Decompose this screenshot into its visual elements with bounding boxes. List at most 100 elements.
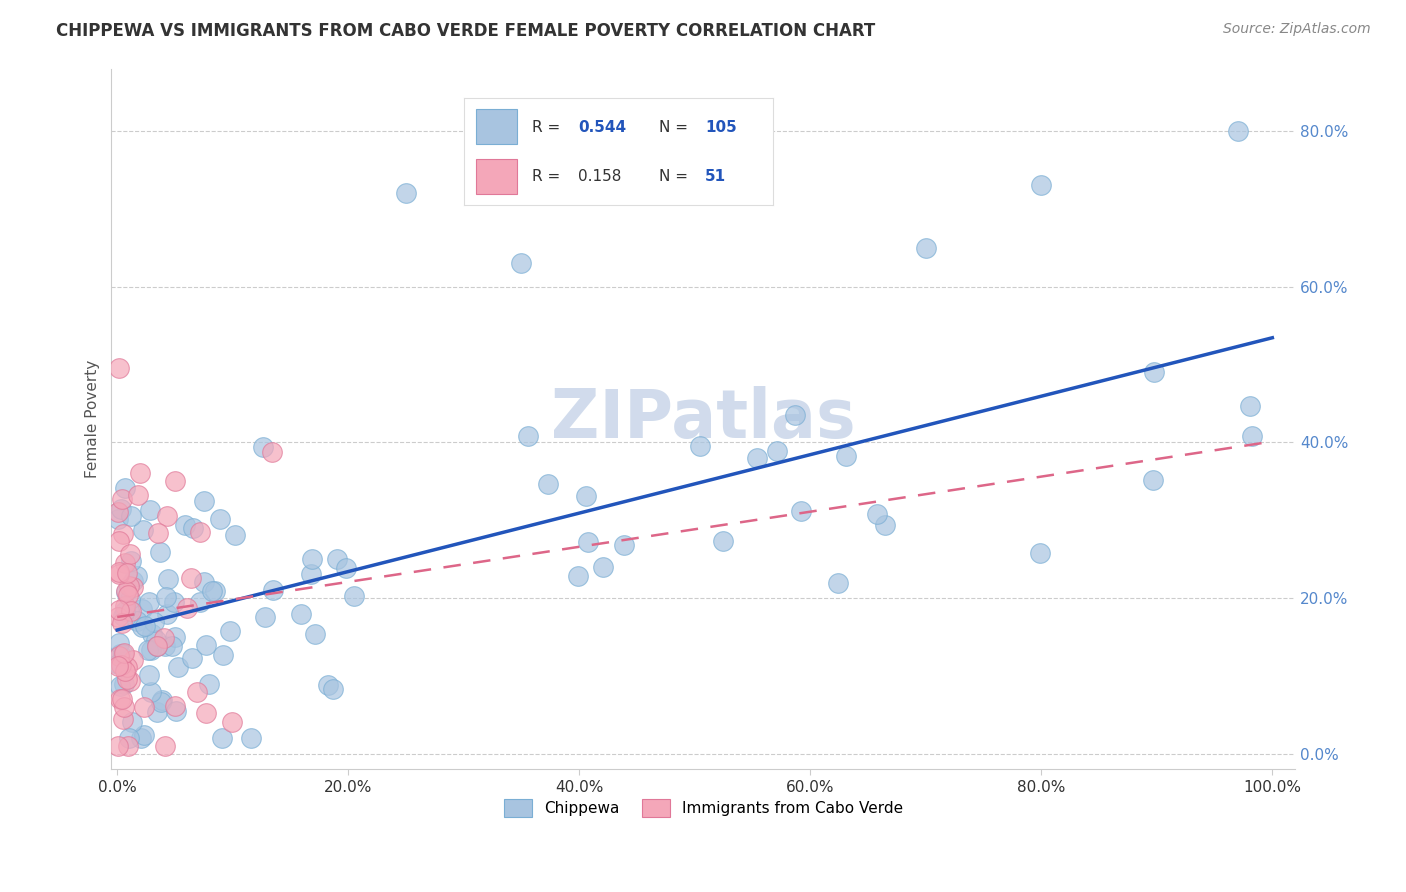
Point: [1029, 546, 1052, 560]
Point: [163, 595, 186, 609]
Point: [204, 584, 226, 599]
Text: Source: ZipAtlas.com: Source: ZipAtlas.com: [1223, 22, 1371, 37]
Point: [111, 492, 134, 507]
Point: [153, 631, 176, 645]
Point: [167, 660, 190, 674]
Point: [125, 569, 148, 583]
Point: [114, 646, 136, 660]
Point: [211, 731, 233, 746]
Point: [117, 739, 139, 753]
Point: [316, 678, 339, 692]
Point: [145, 632, 167, 647]
Point: [711, 533, 734, 548]
Point: [325, 552, 347, 566]
Point: [121, 580, 143, 594]
Point: [138, 595, 160, 609]
Point: [107, 657, 129, 671]
Point: [1031, 178, 1053, 193]
Point: [131, 620, 153, 634]
FancyBboxPatch shape: [477, 109, 516, 145]
Point: [689, 439, 711, 453]
Point: [765, 444, 787, 458]
Point: [395, 186, 418, 200]
Point: [146, 525, 169, 540]
Point: [592, 559, 614, 574]
Point: [165, 630, 187, 644]
Point: [157, 572, 180, 586]
Point: [160, 639, 183, 653]
Text: N =: N =: [659, 120, 688, 135]
Point: [131, 601, 153, 615]
Point: [118, 603, 141, 617]
Point: [262, 582, 284, 597]
Point: [194, 638, 217, 652]
Point: [835, 449, 858, 463]
Point: [253, 610, 276, 624]
Point: [138, 642, 160, 657]
Point: [153, 640, 176, 654]
Point: [114, 481, 136, 495]
Point: [212, 648, 235, 662]
Point: [181, 521, 204, 535]
Text: 51: 51: [706, 169, 727, 184]
Point: [156, 508, 179, 523]
Point: [112, 700, 135, 714]
Point: [141, 626, 163, 640]
Text: N =: N =: [659, 169, 688, 184]
Point: [112, 647, 135, 661]
Point: [121, 714, 143, 729]
Point: [108, 636, 131, 650]
Point: [111, 608, 134, 623]
Point: [745, 451, 768, 466]
Point: [108, 567, 131, 582]
Point: [575, 489, 598, 503]
Point: [129, 731, 152, 746]
Point: [138, 668, 160, 682]
Point: [142, 615, 165, 630]
Point: [110, 658, 132, 673]
Point: [176, 600, 198, 615]
Point: [224, 528, 246, 542]
FancyBboxPatch shape: [477, 159, 516, 194]
Point: [127, 614, 149, 628]
Point: [221, 714, 243, 729]
Point: [110, 501, 132, 516]
Point: [201, 584, 224, 599]
Point: [107, 360, 129, 375]
Point: [188, 524, 211, 539]
Point: [149, 695, 172, 709]
Point: [134, 728, 156, 742]
Point: [576, 534, 599, 549]
Text: 105: 105: [706, 120, 737, 135]
Point: [1239, 399, 1261, 413]
Point: [193, 574, 215, 589]
Point: [155, 739, 177, 753]
Point: [193, 494, 215, 508]
Point: [112, 677, 135, 691]
Point: [150, 693, 173, 707]
Point: [118, 731, 141, 746]
Point: [260, 445, 283, 459]
Text: 0.158: 0.158: [578, 169, 621, 184]
Point: [188, 595, 211, 609]
Point: [114, 664, 136, 678]
Point: [866, 507, 889, 521]
Point: [335, 561, 357, 575]
Point: [252, 440, 274, 454]
Point: [108, 603, 131, 617]
Point: [107, 505, 129, 519]
Point: [110, 647, 132, 661]
Point: [567, 568, 589, 582]
Point: [122, 574, 145, 589]
Point: [122, 652, 145, 666]
Point: [322, 682, 344, 697]
Point: [155, 590, 177, 604]
Point: [118, 547, 141, 561]
Point: [114, 599, 136, 613]
Point: [110, 680, 132, 694]
Point: [107, 739, 129, 753]
Text: ZIPatlas: ZIPatlas: [551, 386, 856, 452]
Point: [299, 566, 322, 581]
Point: [163, 474, 186, 488]
Point: [173, 517, 195, 532]
